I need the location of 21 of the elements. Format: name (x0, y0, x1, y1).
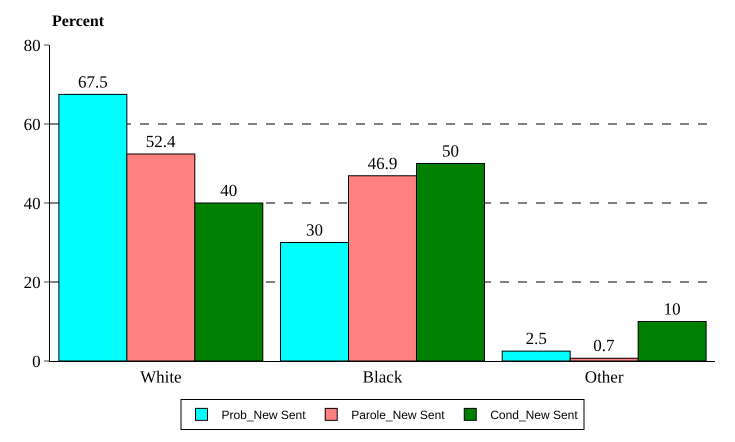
data-label: 52.4 (146, 132, 176, 152)
x-tick-label: Other (584, 367, 624, 386)
data-label: 0.7 (593, 336, 616, 356)
legend-label: Prob_New Sent (222, 408, 306, 422)
legend-label: Cond_New Sent (490, 408, 578, 422)
x-tick-label: White (140, 367, 182, 386)
data-label: 46.9 (368, 154, 398, 173)
y-tick-label: 20 (24, 272, 41, 292)
data-label: 2.5 (526, 329, 547, 348)
data-label: 50 (442, 142, 459, 160)
y-tick-label: 80 (24, 36, 41, 55)
y-axis-title: Percent (52, 13, 105, 30)
y-tick-label: 0 (32, 352, 41, 371)
y-tick-label: 40 (24, 194, 41, 213)
data-label: 67.5 (78, 72, 108, 92)
y-tick-label: 60 (24, 114, 41, 134)
data-label: 10 (664, 300, 681, 318)
legend-label: Parole_New Sent (351, 408, 446, 422)
data-label: 30 (306, 220, 324, 240)
data-label: 40 (220, 181, 238, 200)
x-tick-label: Black (362, 367, 403, 386)
